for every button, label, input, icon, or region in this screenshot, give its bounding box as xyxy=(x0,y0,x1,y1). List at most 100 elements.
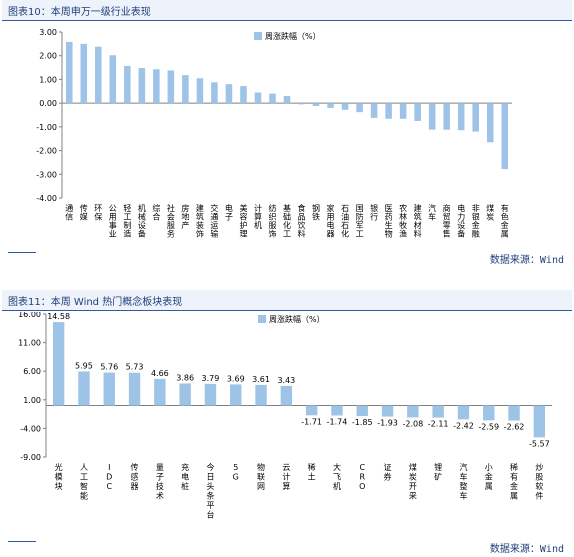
data-label: 5.73 xyxy=(126,363,144,372)
bar xyxy=(52,322,65,406)
x-tick-label: 锂矿 xyxy=(434,462,442,482)
bar xyxy=(225,84,233,104)
x-tick-label: 商贸零售 xyxy=(443,203,451,239)
legend-swatch xyxy=(254,32,262,40)
bar xyxy=(312,103,320,106)
bar xyxy=(298,103,305,105)
bar xyxy=(356,103,363,113)
bar xyxy=(211,82,218,104)
x-tick-label: 房地产 xyxy=(181,203,189,230)
bar xyxy=(356,405,368,417)
data-label: 3.69 xyxy=(227,374,245,383)
bar xyxy=(414,103,421,121)
legend-label: 周涨跌幅（%） xyxy=(265,31,321,41)
data-label: 3.79 xyxy=(202,374,220,383)
y-tick-label: -9.00 xyxy=(20,453,41,462)
x-tick-label: 食品饮料 xyxy=(298,203,306,239)
legend-swatch xyxy=(258,315,266,323)
x-tick-label: 社会服务 xyxy=(167,203,175,239)
x-tick-label: 交通运输 xyxy=(210,203,218,239)
data-label: 3.61 xyxy=(252,375,270,384)
bar xyxy=(179,383,191,406)
x-tick-label: 国防军工 xyxy=(356,204,364,239)
x-tick-label: 云计算 xyxy=(282,463,290,491)
x-tick-label: 通信 xyxy=(65,203,73,222)
x-tick-label: 大飞机 xyxy=(333,462,341,491)
y-tick-label: -4.00 xyxy=(36,194,57,203)
bar xyxy=(182,75,189,104)
bar xyxy=(153,69,160,104)
x-tick-label: 银行 xyxy=(370,203,378,222)
bar xyxy=(432,405,444,418)
y-tick-label: 3.00 xyxy=(39,28,57,37)
industry-bar-chart: 3.00 2.00 1.00 0.00 -1.00 -2.00 -3.00 -4.00 周涨跌幅… xyxy=(36,28,512,239)
concept-bar-chart: 16.00 11.00 6.00 1.00 -4.00 -9.00 周涨跌幅（%） 14.58… xyxy=(18,312,552,520)
bar xyxy=(501,103,509,170)
bar xyxy=(196,78,204,104)
x-tick-label: 汽车整车 xyxy=(459,462,467,501)
bar xyxy=(341,103,349,110)
data-label: 3.43 xyxy=(277,376,295,385)
x-tick-label: 计算机 xyxy=(254,203,262,230)
bar xyxy=(280,385,293,406)
x-tick-label: 物联网 xyxy=(257,462,265,491)
x-tick-label: 综合 xyxy=(152,203,160,222)
bar xyxy=(138,68,146,104)
x-tick-label: 环保 xyxy=(94,204,102,222)
chart-block-concept: 图表11：本周 Wind 热门概念板块表现 16.00 11.00 6.00 1.00… xyxy=(0,290,574,557)
x-tick-label: 证券 xyxy=(384,463,392,482)
bar xyxy=(533,405,546,438)
x-tick-label: 钢铁 xyxy=(312,203,320,222)
chart-title: 图表11：本周 Wind 热门概念板块表现 xyxy=(8,297,183,308)
bar xyxy=(483,405,495,421)
bar xyxy=(80,43,88,104)
source-divider xyxy=(8,252,36,253)
bar xyxy=(407,405,419,418)
y-tick-label: 11.00 xyxy=(18,339,41,348)
data-label: -2.08 xyxy=(402,419,423,428)
x-tick-label: 医药生物 xyxy=(385,204,393,239)
data-label: 3.86 xyxy=(176,373,194,382)
bar xyxy=(167,70,175,104)
bar xyxy=(428,103,436,130)
bar xyxy=(457,103,465,131)
bar xyxy=(327,103,334,108)
x-tick-label: 稀土 xyxy=(308,462,316,482)
data-label: 5.95 xyxy=(75,361,93,370)
y-tick-label: -1.00 xyxy=(36,123,57,132)
x-tick-label: 煤炭开采 xyxy=(409,462,417,501)
y-tick-label: 0.00 xyxy=(39,99,57,108)
data-label: -2.11 xyxy=(428,420,449,429)
source-label: 数据来源：Wind xyxy=(489,255,564,266)
bar xyxy=(305,405,318,416)
bar xyxy=(269,93,276,104)
x-tick-label: 小金属 xyxy=(485,463,493,491)
bar xyxy=(283,96,291,104)
x-tick-label: 建筑材料 xyxy=(414,203,422,239)
data-label: -5.57 xyxy=(529,439,550,448)
bar xyxy=(103,372,115,406)
y-tick-label: 2.00 xyxy=(39,52,57,61)
data-label: 5.76 xyxy=(100,363,118,372)
source-label: 数据来源：Wind xyxy=(489,544,564,555)
x-tick-label: 非银金融 xyxy=(472,203,480,239)
bar xyxy=(399,103,407,119)
bar xyxy=(443,103,450,130)
x-tick-label: 建筑装饰 xyxy=(196,203,204,239)
y-tick-label: 1.00 xyxy=(39,75,57,84)
data-label: -2.62 xyxy=(504,423,525,432)
y-tick-label: -2.00 xyxy=(36,147,57,156)
x-tick-label: 机械设备 xyxy=(138,203,146,239)
y-tick-label: 6.00 xyxy=(23,367,41,376)
x-tick-label: 光模块 xyxy=(55,462,63,491)
chart-block-industry: 图表10：本周申万一级行业表现 3.00 2.00 1.00 0.00 -1.00 -2.… xyxy=(0,0,574,270)
x-tick-label: 电力设备 xyxy=(457,203,465,239)
bar xyxy=(486,103,494,143)
bar xyxy=(381,405,394,417)
bar xyxy=(128,372,141,406)
bar xyxy=(230,384,242,406)
x-tick-label: 家用电器 xyxy=(327,203,335,239)
